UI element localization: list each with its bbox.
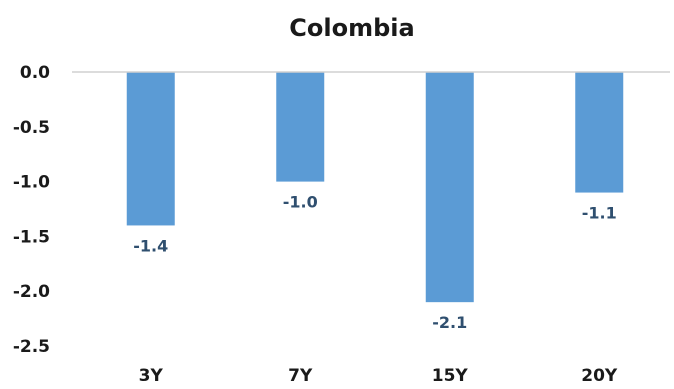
x-tick-label: 3Y <box>139 366 164 385</box>
bar-3y <box>126 72 175 226</box>
y-tick-label: 0.0 <box>20 63 50 83</box>
data-label: -2.1 <box>432 313 467 332</box>
data-labels-group: -1.4 -1.0 -2.1 -1.1 <box>133 193 616 333</box>
data-label: -1.4 <box>133 236 168 255</box>
data-label: -1.0 <box>283 193 318 212</box>
bar-7y <box>276 72 325 182</box>
y-tick-label: -0.5 <box>13 118 50 138</box>
x-axis-ticks: 3Y 7Y 15Y 20Y <box>139 366 618 386</box>
y-tick-label: -2.5 <box>13 337 50 357</box>
x-tick-label: 7Y <box>288 366 313 385</box>
y-tick-label: -1.5 <box>13 227 50 247</box>
x-tick-label: 20Y <box>581 366 618 385</box>
bar-15y <box>425 72 474 303</box>
bars-group <box>126 72 624 303</box>
y-tick-label: -2.0 <box>13 282 50 302</box>
chart-title: Colombia <box>289 14 414 42</box>
y-axis-ticks: 0.0 -0.5 -1.0 -1.5 -2.0 -2.5 <box>13 63 50 357</box>
data-label: -1.1 <box>582 204 617 223</box>
bar-20y <box>575 72 624 193</box>
y-tick-label: -1.0 <box>13 173 50 193</box>
x-tick-label: 15Y <box>432 366 469 385</box>
